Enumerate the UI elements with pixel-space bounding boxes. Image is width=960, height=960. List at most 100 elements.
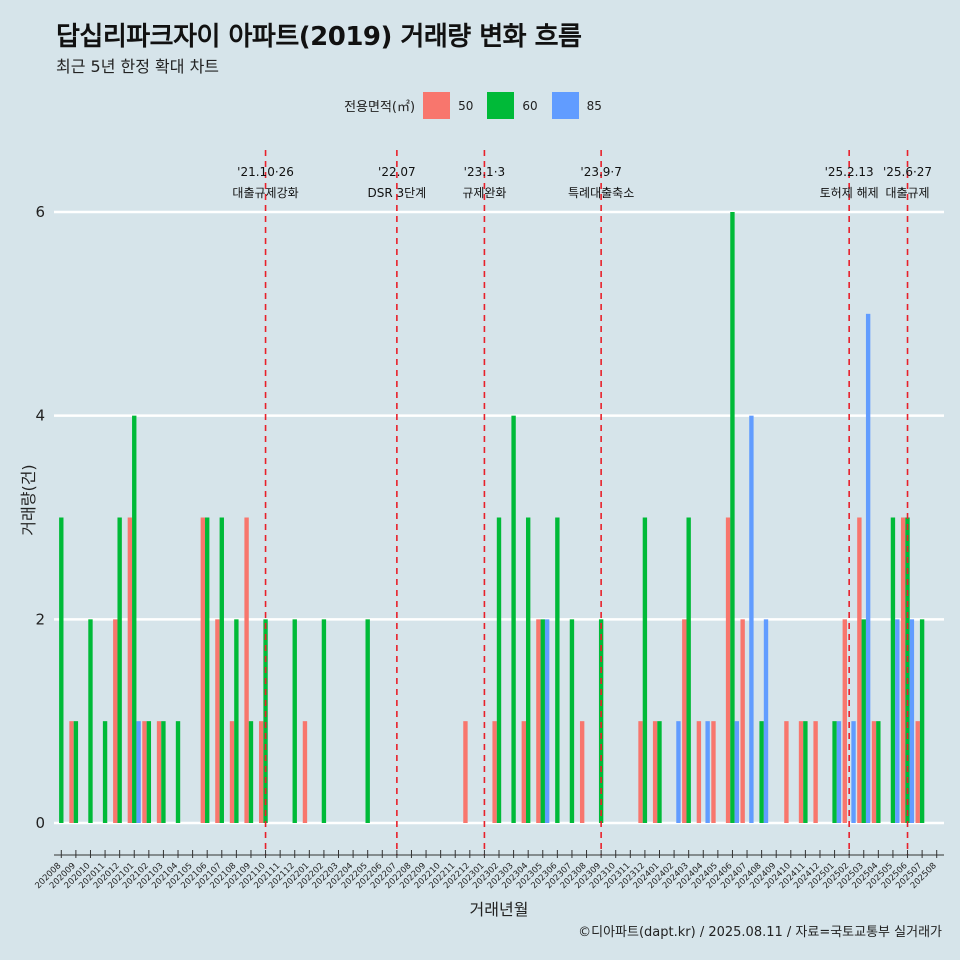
bar-60-202202 bbox=[321, 619, 327, 823]
bar-50-202102 bbox=[142, 721, 147, 823]
bar-60-202306 bbox=[555, 517, 560, 823]
bar-50-202403 bbox=[682, 619, 687, 823]
bar-50-202012 bbox=[113, 619, 118, 823]
bar-60-202102 bbox=[146, 721, 152, 823]
bar-50-202410 bbox=[784, 721, 789, 823]
bar-60-202205 bbox=[365, 619, 370, 823]
bar-85-202404 bbox=[705, 721, 710, 823]
legend: 전용면적(㎡) 50 60 85 bbox=[0, 92, 960, 119]
legend-item-60: 60 bbox=[487, 92, 538, 119]
bar-60-202101 bbox=[132, 415, 137, 823]
bar-85-202305 bbox=[544, 619, 550, 823]
bar-60-202112 bbox=[292, 619, 297, 823]
bar-50-202108 bbox=[229, 721, 235, 823]
bar-60-202507 bbox=[919, 619, 925, 823]
bar-50-202506 bbox=[900, 517, 906, 823]
bar-60-202108 bbox=[234, 619, 239, 823]
event-date-label: '25.2.13 bbox=[825, 165, 874, 179]
bar-50-202305 bbox=[536, 619, 541, 823]
bar-85-202406 bbox=[734, 721, 740, 823]
bar-60-202309 bbox=[598, 619, 604, 823]
event-desc-label: 대출규제 bbox=[885, 186, 929, 200]
bar-60-202104 bbox=[175, 721, 181, 823]
bar-60-202307 bbox=[569, 619, 575, 823]
bar-50-202407 bbox=[740, 619, 745, 823]
chart-subtitle: 최근 5년 한정 확대 차트 bbox=[56, 57, 220, 76]
bar-60-202504 bbox=[876, 721, 881, 823]
bar-60-202303 bbox=[511, 415, 516, 823]
bar-60-202403 bbox=[686, 517, 691, 823]
bar-85-202501 bbox=[836, 721, 842, 823]
bar-50-202312 bbox=[638, 721, 643, 823]
bar-85-202505 bbox=[895, 619, 900, 823]
bar-85-202503 bbox=[865, 313, 871, 823]
x-axis-title: 거래년월 bbox=[470, 900, 529, 919]
bar-60-202009 bbox=[73, 721, 79, 823]
bar-60-202012 bbox=[117, 517, 122, 823]
event-desc-label: 특례대출축소 bbox=[568, 186, 634, 200]
bar-50-202308 bbox=[579, 721, 585, 823]
bar-85-202101 bbox=[136, 721, 141, 823]
bar-60-202503 bbox=[861, 619, 866, 823]
event-desc-label: DSR 3단계 bbox=[368, 186, 427, 200]
bar-50-202212 bbox=[463, 721, 468, 823]
legend-swatch-50 bbox=[423, 92, 451, 119]
bar-60-202302 bbox=[496, 517, 502, 823]
bars-layer bbox=[59, 212, 925, 823]
y-tick-label: 6 bbox=[35, 203, 45, 221]
bar-50-202401 bbox=[652, 721, 658, 823]
bar-60-202106 bbox=[205, 517, 210, 823]
bar-85-202407 bbox=[749, 415, 754, 823]
legend-item-85: 85 bbox=[551, 92, 602, 119]
bar-60-202109 bbox=[248, 721, 254, 823]
bar-50-202110 bbox=[258, 721, 264, 823]
bar-50-202406 bbox=[725, 517, 731, 823]
event-date-label: '23.1·3 bbox=[464, 165, 505, 179]
legend-label-85: 85 bbox=[586, 98, 602, 113]
bar-50-202304 bbox=[521, 721, 526, 823]
bar-50-202109 bbox=[244, 517, 249, 823]
legend-item-50: 50 bbox=[423, 92, 473, 119]
legend-label-50: 50 bbox=[458, 98, 474, 113]
bar-60-202408 bbox=[759, 721, 764, 823]
legend-swatch-85 bbox=[551, 92, 579, 119]
bar-60-202011 bbox=[102, 721, 108, 823]
bar-60-202010 bbox=[88, 619, 93, 823]
legend-title: 전용면적(㎡) bbox=[344, 100, 416, 115]
bar-60-202110 bbox=[263, 619, 268, 823]
chart-caption: ©디아파트(dapt.kr) / 2025.08.11 / 자료=국토교통부 실… bbox=[578, 925, 942, 940]
bar-60-202401 bbox=[657, 721, 662, 823]
bar-60-202304 bbox=[525, 517, 531, 823]
y-tick-label: 2 bbox=[35, 610, 45, 628]
bar-60-202312 bbox=[642, 517, 648, 823]
chart-title: 답십리파크자이 아파트(2019) 거래량 변화 흐름 bbox=[56, 22, 582, 52]
bar-60-202008 bbox=[59, 517, 64, 823]
event-date-label: '25.6·27 bbox=[883, 165, 932, 179]
bar-50-202502 bbox=[842, 619, 847, 823]
y-tick-label: 4 bbox=[35, 407, 45, 425]
bar-85-202506 bbox=[909, 619, 915, 823]
bar-60-202411 bbox=[803, 721, 808, 823]
event-desc-label: 토허제 해제 bbox=[820, 186, 879, 200]
bar-50-202412 bbox=[813, 721, 818, 823]
bar-50-202404 bbox=[696, 721, 702, 823]
bar-60-202305 bbox=[540, 619, 545, 823]
event-date-label: '21.10·26 bbox=[237, 165, 294, 179]
bar-50-202503 bbox=[857, 517, 862, 823]
bar-50-202107 bbox=[215, 619, 220, 823]
event-desc-label: 규제완화 bbox=[462, 186, 506, 200]
bar-50-202411 bbox=[798, 721, 804, 823]
bar-85-202402 bbox=[676, 721, 681, 823]
event-lines: '21.10·26 대출규제강화 '22.07 DSR 3단계 '23.1·3 규제완화 '… bbox=[232, 150, 932, 855]
bar-50-202504 bbox=[871, 721, 877, 823]
bar-60-202406 bbox=[730, 212, 735, 823]
bar-50-202103 bbox=[156, 721, 162, 823]
y-axis-title: 거래량(건) bbox=[19, 464, 38, 535]
bar-60-202501 bbox=[832, 721, 837, 823]
event-date-label: '23.9·7 bbox=[580, 165, 621, 179]
bar-50-202405 bbox=[711, 721, 716, 823]
bar-85-202408 bbox=[763, 619, 769, 823]
legend-swatch-60 bbox=[487, 92, 515, 119]
event-date-label: '22.07 bbox=[378, 165, 416, 179]
